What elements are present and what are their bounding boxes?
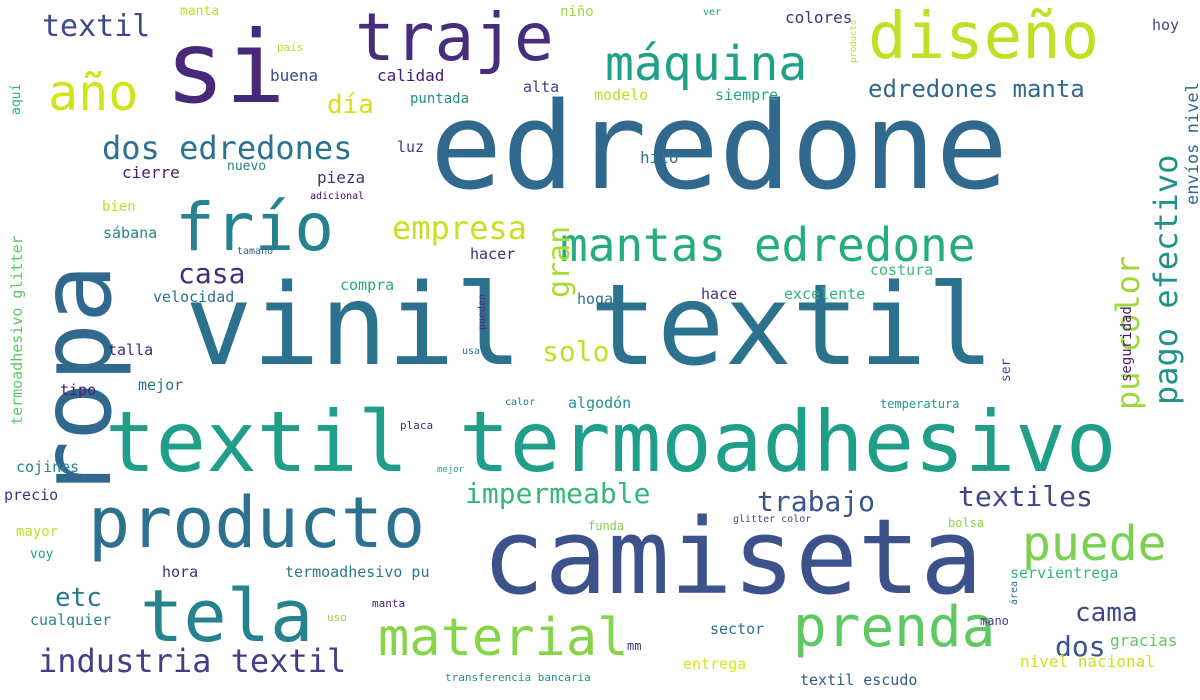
cloud-word: gran: [542, 225, 577, 298]
cloud-word: mejor: [138, 376, 184, 394]
cloud-word: luz: [397, 138, 425, 156]
cloud-word: vinil textil: [185, 261, 995, 391]
cloud-word: hace: [701, 285, 738, 303]
cloud-word: termoadhesivo glitter: [8, 235, 26, 425]
cloud-word: país: [277, 41, 304, 54]
cloud-word: frío: [175, 189, 334, 266]
cloud-word: dos: [1055, 630, 1106, 663]
cloud-word: diseño: [868, 0, 1100, 74]
cloud-word: alta: [523, 78, 560, 96]
cloud-word: niño: [560, 4, 594, 20]
cloud-word: empresa: [392, 209, 527, 247]
cloud-word: puede: [1022, 516, 1167, 572]
cloud-word: cualquier: [30, 611, 112, 629]
cloud-word: nuevo: [227, 159, 267, 174]
cloud-word: trabajo: [757, 485, 876, 518]
cloud-word: modelo: [594, 86, 649, 104]
cloud-word: bolsa: [948, 516, 985, 530]
cloud-word: colores: [785, 8, 853, 27]
cloud-word: aquí: [9, 83, 24, 115]
cloud-word: funda: [588, 519, 625, 533]
cloud-word: edredone: [430, 78, 1008, 217]
cloud-word: excelente: [784, 285, 866, 303]
cloud-word: textil: [42, 9, 151, 44]
cloud-word: hoy: [1152, 16, 1180, 34]
cloud-word: dos edredones: [102, 129, 353, 167]
cloud-word: costura: [870, 261, 934, 279]
cloud-word: termoadhesivo pu: [285, 563, 430, 581]
cloud-word: bien: [102, 199, 136, 215]
cloud-word: pago efectivo: [1147, 154, 1185, 405]
cloud-word: impermeable: [465, 477, 651, 510]
cloud-word: etc: [55, 583, 102, 613]
cloud-word: mayor: [16, 524, 59, 540]
cloud-word: gracias: [1110, 631, 1178, 650]
cloud-word: glitter color: [733, 514, 812, 525]
cloud-word: camiseta: [482, 496, 983, 618]
cloud-word: manta: [180, 4, 220, 19]
cloud-word: nivel nacional: [1020, 652, 1155, 671]
cloud-word: velocidad: [153, 288, 235, 306]
cloud-word: edredones manta: [868, 75, 1085, 103]
cloud-word: algodón: [568, 394, 632, 412]
cloud-word: pieza: [317, 168, 366, 187]
cloud-word: siempre: [715, 86, 779, 104]
cloud-word: pueden: [477, 293, 488, 330]
cloud-word: máquina: [605, 36, 808, 92]
cloud-word: transferencia bancaria: [445, 671, 591, 684]
cloud-word: hacer: [470, 245, 516, 263]
cloud-word: voy: [30, 547, 54, 562]
cloud-word: cojines: [16, 458, 80, 476]
cloud-word: calidad: [377, 66, 445, 85]
cloud-word: prenda: [793, 595, 996, 660]
cloud-word: ser: [999, 358, 1014, 382]
cloud-word: usar: [462, 346, 487, 357]
cloud-word: tipo: [60, 381, 97, 399]
cloud-word: textiles: [958, 480, 1093, 513]
cloud-word: placa: [400, 419, 434, 432]
cloud-word: industria textil: [38, 642, 347, 680]
cloud-word: mano: [980, 614, 1009, 628]
cloud-word: compra: [340, 276, 395, 294]
cloud-word: adicional: [310, 191, 365, 202]
cloud-word: producto: [88, 482, 426, 564]
cloud-word: día: [327, 90, 374, 120]
cloud-word: textil escudo: [800, 671, 918, 689]
cloud-word: tela: [140, 574, 314, 658]
cloud-word: si: [165, 9, 286, 126]
cloud-word: servientrega: [1010, 564, 1119, 582]
cloud-word: entrega: [683, 655, 747, 673]
cloud-word: traje: [355, 0, 554, 76]
cloud-word: sábana: [103, 224, 158, 242]
cloud-word: mantas edredone: [560, 218, 976, 272]
cloud-word: casa: [178, 257, 246, 290]
cloud-word: sector: [710, 620, 765, 638]
cloud-word: calor: [505, 397, 536, 408]
cloud-word: cama: [1075, 598, 1138, 628]
cloud-word: hogar: [577, 290, 623, 308]
cloud-word: textil termoadhesivo: [105, 393, 1117, 491]
cloud-word: precio: [4, 486, 59, 504]
cloud-word: cierre: [122, 163, 180, 182]
cloud-word: seguridad: [1119, 306, 1135, 382]
cloud-word: año: [48, 64, 139, 122]
cloud-word: mejor: [437, 465, 465, 475]
cloud-word: manta: [372, 597, 406, 610]
cloud-word: material: [378, 608, 629, 668]
cloud-word: producto: [849, 19, 859, 63]
cloud-word: área: [1009, 580, 1020, 605]
cloud-word: talla: [108, 341, 154, 359]
cloud-word: tamaño: [237, 246, 274, 257]
cloud-word: solo: [542, 335, 610, 368]
cloud-word: hora: [162, 563, 199, 581]
cloud-word: hilo: [640, 148, 679, 167]
cloud-word: temperatura: [880, 397, 960, 411]
cloud-word: puntada: [410, 91, 470, 107]
cloud-word: ver: [703, 7, 722, 18]
cloud-word: mm: [627, 639, 642, 653]
cloud-word: envíos nivel: [1183, 82, 1200, 205]
cloud-word: uso: [327, 611, 347, 624]
cloud-word: buena: [270, 66, 319, 85]
